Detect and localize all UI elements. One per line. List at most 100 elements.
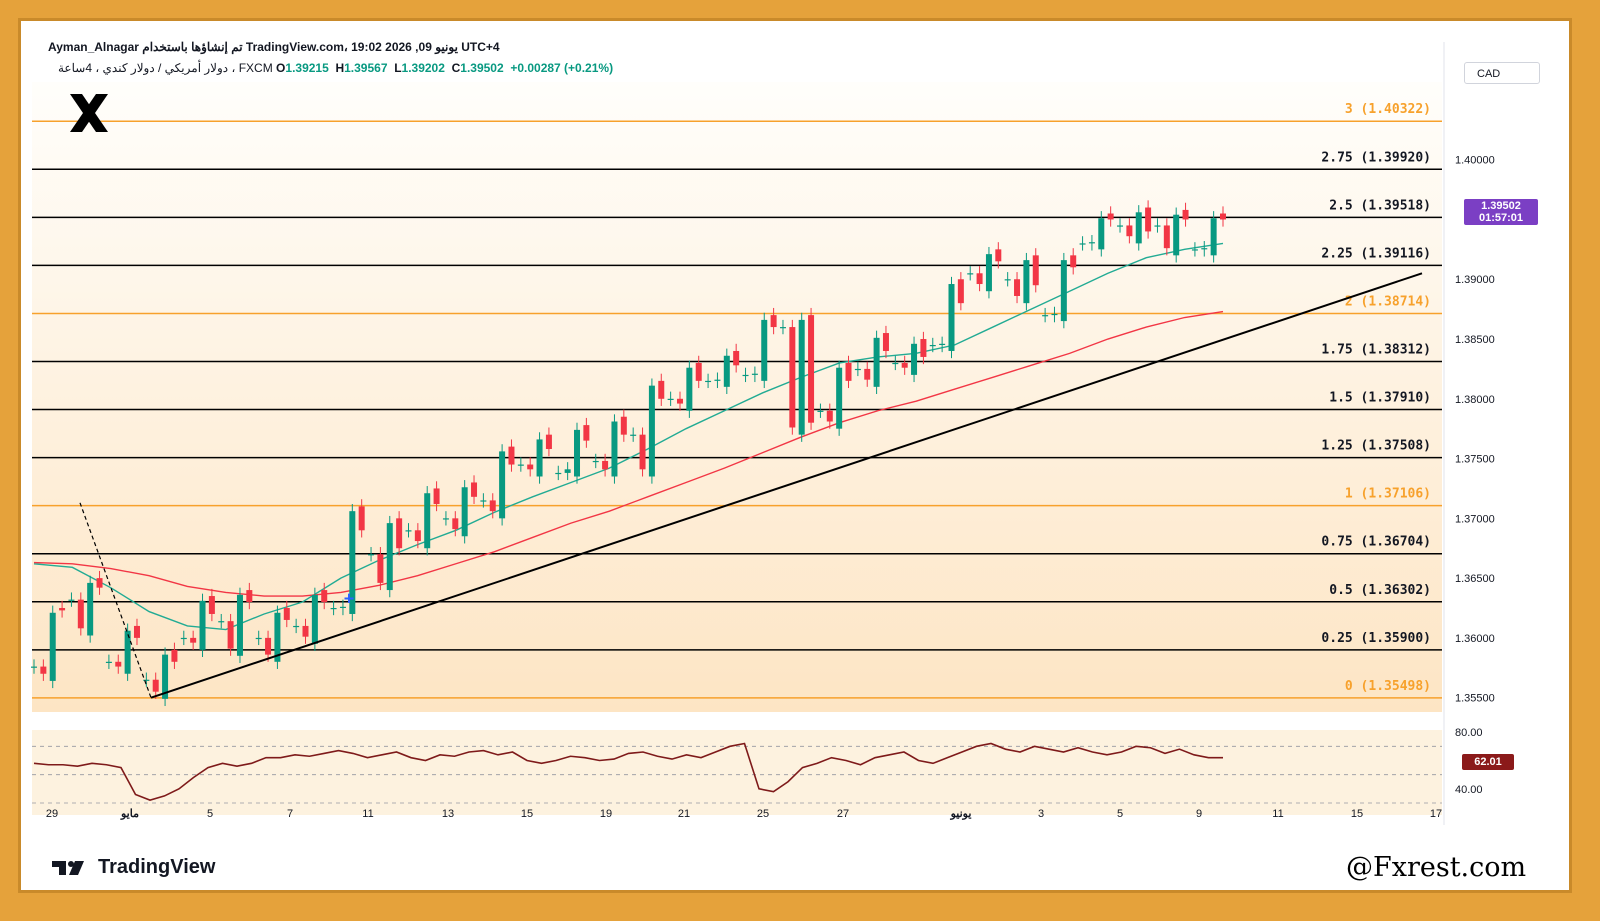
chart-credit: Ayman_Alnagar تم إنشاؤها باستخدام Tradin… [48,40,500,54]
candle-body [405,530,412,532]
chart-frame: 0 (1.35498) 0.25 (1.35900) 0.5 (1.36302) 0.… [18,18,1572,893]
candle-body [162,654,169,699]
fib-level-label: 0 (1.35498) [1345,679,1431,694]
time-axis-tick: 5 [207,808,213,820]
candle-body [714,379,721,381]
candle-body [723,355,730,387]
price-axis-tick: 1.39000 [1455,274,1495,286]
candle-body [330,607,337,610]
fib-level-label: 1.75 (1.38312) [1321,342,1431,357]
candle-body [105,661,112,663]
candle-body [1182,209,1189,220]
candle-body [770,315,777,328]
candle-body [349,511,356,614]
candle-body [873,337,880,387]
candle-body [124,630,131,674]
candle-body [1042,315,1049,317]
candle-body [442,518,449,520]
rsi-value-badge: 62.01 [1462,754,1514,770]
candle-body [87,582,94,636]
candle-body [293,625,300,628]
trendline[interactable] [150,272,1423,699]
candle-body [1135,212,1142,244]
time-axis-tick: 21 [678,808,690,820]
candle-body [452,518,459,530]
candle-body [1070,255,1077,268]
chart-canvas[interactable]: 0 (1.35498) 0.25 (1.35900) 0.5 (1.36302) 0.… [18,18,1572,893]
candle-body [639,434,646,470]
candle-body [1032,255,1039,286]
time-axis-tick: 5 [1117,808,1123,820]
candle-body [218,621,225,623]
x-logo-icon [70,94,108,132]
candle-body [967,273,974,275]
candle-body [985,254,992,292]
candle-body [1210,218,1217,256]
time-axis-tick: 17 [1430,808,1442,820]
price-axis-tick: 1.40000 [1455,155,1495,167]
candle-body [489,500,496,512]
fib-level-label: 0.5 (1.36302) [1329,583,1431,598]
crosshair-marker-icon: + [344,588,355,608]
price-axis-tick: 1.35500 [1455,693,1495,705]
time-axis-tick: 25 [757,808,769,820]
candle-body [779,327,786,329]
bar-countdown: 01:57:01 [1478,212,1524,224]
time-axis-tick: 19 [600,808,612,820]
candle-body [929,344,936,347]
price-axis-tick: 1.38000 [1455,394,1495,406]
candle-body [180,637,187,640]
candle-body [676,398,683,404]
time-axis-tick: 27 [837,808,849,820]
last-price-badge: 1.39502 01:57:01 [1464,199,1538,225]
candle-body [939,343,946,346]
candle-body [920,339,927,357]
candle-body [424,493,431,549]
candle-body [143,679,150,681]
price-axis-tick: 1.36000 [1455,633,1495,645]
candle-body [686,367,693,411]
candle-body [1163,225,1170,249]
fib-level-label: 2.5 (1.39518) [1329,198,1431,213]
candle-body [957,279,964,304]
candle-body [602,460,609,470]
candle-body [339,606,346,609]
candle-body [854,368,861,371]
currency-selector[interactable]: CAD [1464,62,1540,84]
candle-body [845,362,852,381]
fib-level-label: 1.5 (1.37910) [1329,391,1431,406]
candle-body [733,350,740,366]
candle-body [789,327,796,428]
ohlc-readout: O1.39215 H1.39567 L1.39202 C1.39502 +0.0… [276,61,614,75]
candle-body [620,416,627,435]
candle-body [508,446,515,465]
candle-body [536,439,543,477]
candle-body [1060,260,1067,322]
candle-body [574,429,581,477]
candle-body [1107,213,1114,220]
candle-body [246,590,253,603]
candle-body [667,398,674,400]
candle-body [1004,279,1011,281]
time-axis-tick: 15 [1351,808,1363,820]
candle-body [995,249,1002,262]
candle-body [976,273,983,285]
fib-level-label: 0.25 (1.35900) [1321,631,1431,646]
candle-body [386,523,393,591]
candle-body [836,367,843,429]
candle-body [695,362,702,381]
change-readout: +0.00287 (+0.21%) [510,61,614,75]
candle-body [564,469,571,473]
candle-body [1014,279,1021,296]
symbol-label[interactable]: دولار أمريكي / دولار كندي ، 4ساعة ، FXCM [58,61,273,75]
candle-body [630,434,637,436]
candle-body [1117,225,1124,227]
time-axis-tick: 11 [1272,808,1283,820]
candle-body [1088,242,1095,244]
candle-body [882,333,889,351]
candle-body [1154,225,1161,227]
candle-body [59,607,66,611]
time-axis-tick: 15 [521,808,533,820]
candle-body [236,594,243,656]
candle-body [798,319,805,435]
